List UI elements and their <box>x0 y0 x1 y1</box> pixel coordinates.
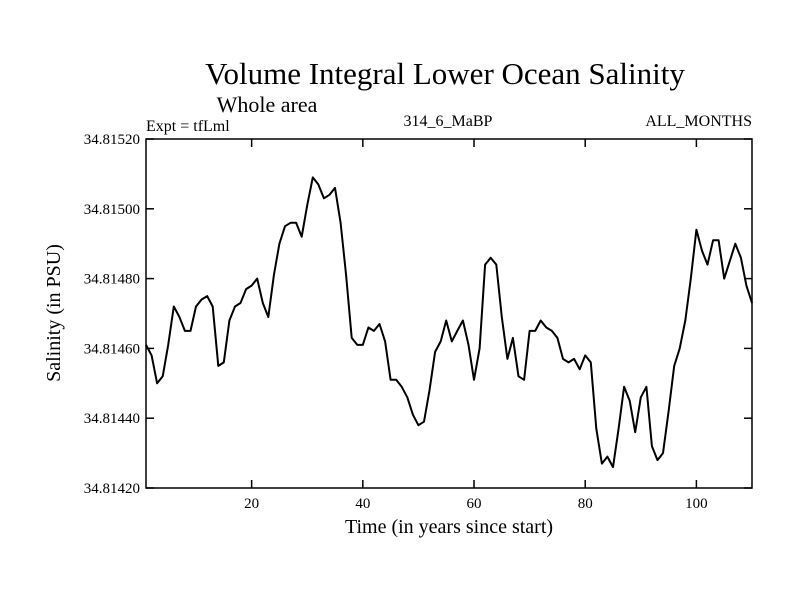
x-axis: 20 40 60 80 100 <box>244 139 708 512</box>
y-tick-label: 34.81460 <box>84 341 140 357</box>
x-axis-label: Time (in years since start) <box>345 516 553 538</box>
x-tick-label: 20 <box>244 496 259 512</box>
chart-title: Volume Integral Lower Ocean Salinity <box>205 56 685 91</box>
salinity-series-line <box>145 176 753 469</box>
y-tick-label: 34.81500 <box>84 202 140 218</box>
experiment-label: Expt = tfLml <box>146 118 230 135</box>
x-tick-label: 100 <box>685 496 708 512</box>
chart-subtitle: Whole area <box>217 92 318 117</box>
y-tick-label: 34.81480 <box>84 272 140 288</box>
x-tick-label: 40 <box>355 496 370 512</box>
months-label: ALL_MONTHS <box>645 113 752 130</box>
x-tick-label: 60 <box>467 496 482 512</box>
y-axis-label: Salinity (in PSU) <box>43 244 65 382</box>
y-tick-label: 34.81520 <box>84 132 140 148</box>
y-tick-label: 34.81420 <box>84 481 140 497</box>
plot-frame <box>145 138 753 489</box>
y-tick-label: 34.81440 <box>84 411 140 427</box>
x-tick-label: 80 <box>578 496 593 512</box>
period-label: 314_6_MaBP <box>404 113 493 130</box>
